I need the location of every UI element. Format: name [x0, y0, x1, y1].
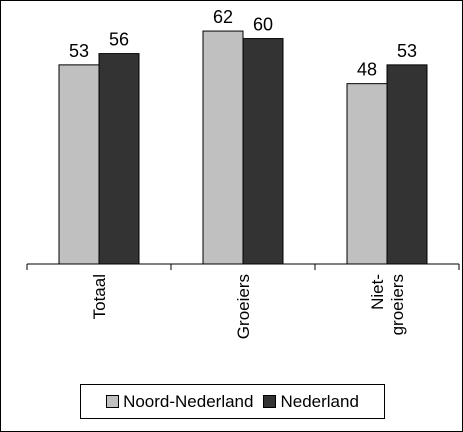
- legend-swatch-noord-nederland: [106, 395, 120, 408]
- bar-groeiers-noord-nederland: [202, 30, 244, 265]
- chart-legend: Noord-Nederland Nederland: [80, 384, 385, 419]
- data-label-totaal-noord-nederland: 53: [69, 41, 89, 61]
- bar-niet-groeiers-nederland: [386, 64, 428, 265]
- legend-swatch-nederland: [263, 395, 277, 408]
- data-label-groeiers-nederland: 60: [253, 15, 273, 35]
- legend-item-noord-nederland: Noord-Nederland: [106, 392, 253, 412]
- data-label-niet-groeiers-nederland: 53: [397, 41, 417, 61]
- data-label-totaal-nederland: 56: [109, 30, 129, 50]
- bar-niet-groeiers-noord-nederland: [346, 83, 388, 265]
- legend-label-nederland: Nederland: [280, 391, 359, 411]
- x-tick-label-groeiers: Groeiers: [234, 274, 253, 339]
- bar-totaal-nederland: [98, 53, 140, 265]
- bar-groeiers-nederland: [242, 38, 284, 265]
- x-tick-label-niet-groeiers: Niet-groeiers: [368, 274, 407, 335]
- data-label-niet-groeiers-noord-nederland: 48: [357, 60, 377, 80]
- bar-totaal-noord-nederland: [58, 64, 100, 265]
- x-tick-label-totaal: Totaal: [90, 274, 109, 319]
- bar-chart: 53 56 Totaal 62 60 Groeiers 48 53 Niet-groeiers: [26, 7, 460, 339]
- legend-item-nederland: Nederland: [263, 391, 359, 412]
- data-label-groeiers-noord-nederland: 62: [213, 7, 233, 27]
- legend-label-noord-nederland: Noord-Nederland: [123, 391, 254, 411]
